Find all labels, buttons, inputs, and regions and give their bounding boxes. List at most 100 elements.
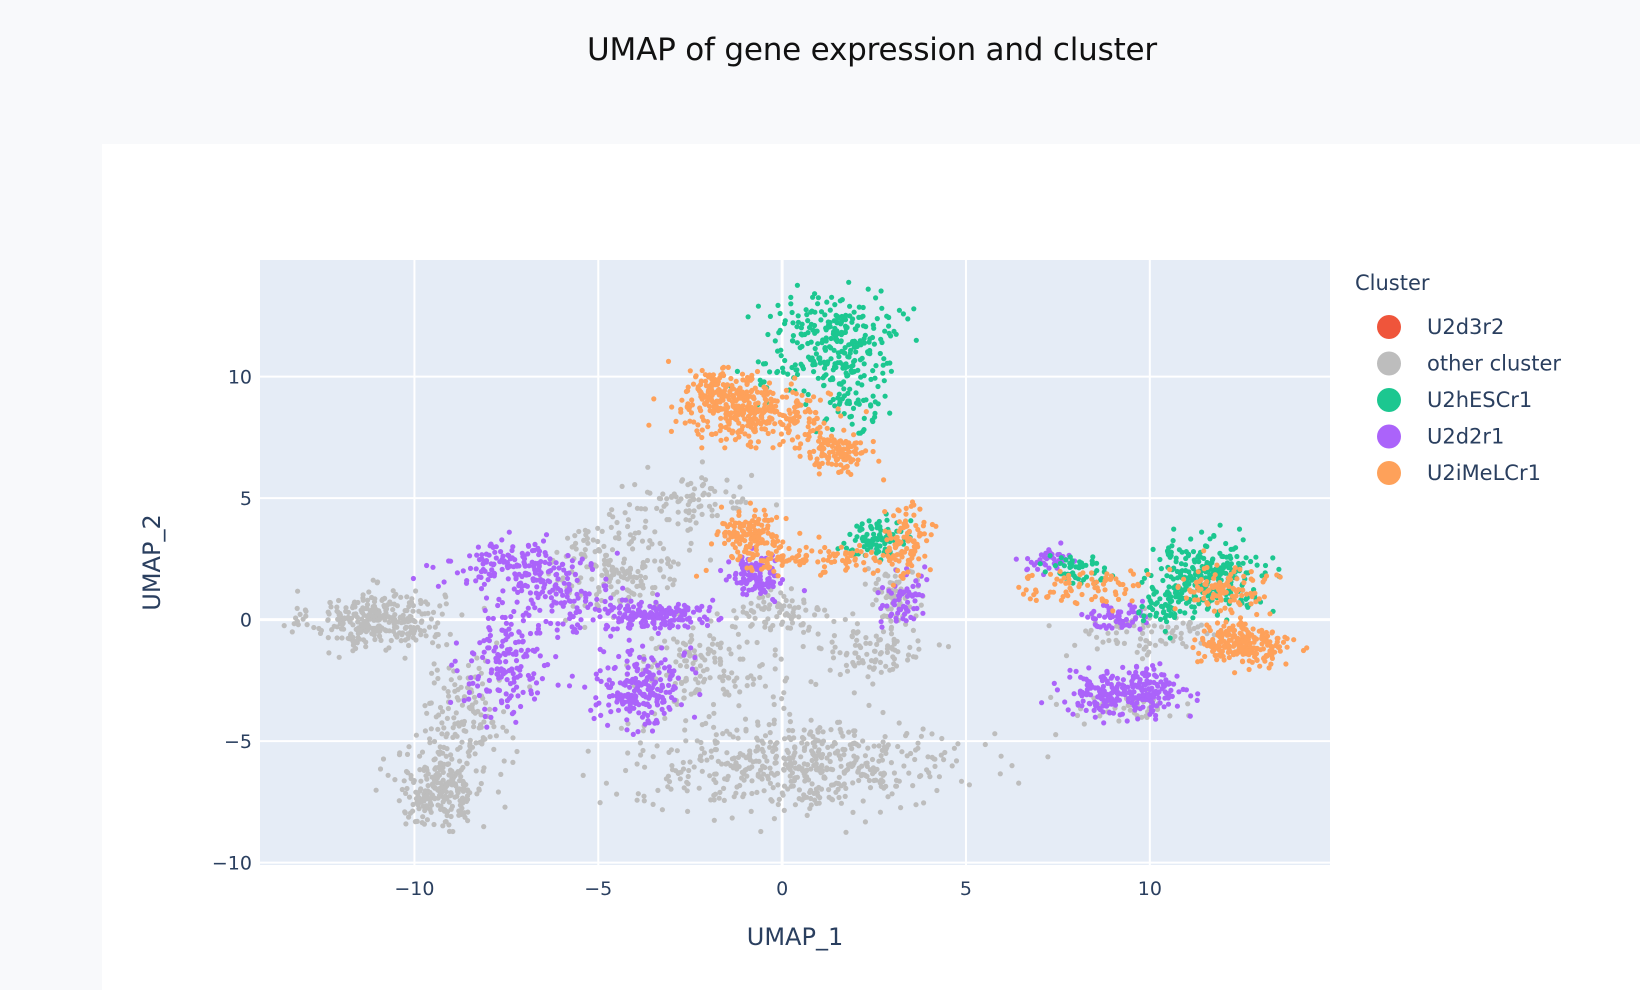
data-point <box>595 538 601 545</box>
data-point <box>841 386 847 392</box>
data-point <box>479 552 485 558</box>
data-point <box>881 785 887 791</box>
data-point <box>879 614 886 620</box>
data-point <box>713 732 719 738</box>
data-point <box>757 562 763 568</box>
data-point <box>761 564 767 570</box>
data-point <box>715 408 721 414</box>
data-point <box>528 597 534 603</box>
data-point <box>1190 566 1196 572</box>
data-point <box>678 496 684 502</box>
data-point <box>584 535 590 542</box>
data-point <box>855 457 861 463</box>
data-point <box>673 659 679 665</box>
data-point <box>770 748 776 755</box>
data-point <box>1100 639 1106 645</box>
data-point <box>698 381 704 388</box>
data-point <box>825 437 831 443</box>
data-point <box>615 707 622 713</box>
data-point <box>884 537 890 543</box>
data-point <box>708 647 714 654</box>
data-point <box>682 658 688 664</box>
data-point <box>894 579 900 585</box>
data-point <box>786 545 792 552</box>
data-point <box>689 397 695 403</box>
data-point <box>381 612 387 618</box>
data-point <box>877 659 884 666</box>
data-point <box>1243 555 1249 561</box>
data-point <box>851 753 857 759</box>
data-point <box>1100 673 1106 680</box>
data-point <box>661 503 667 509</box>
data-point <box>748 600 754 606</box>
data-point <box>609 507 615 513</box>
data-point <box>620 585 626 591</box>
data-point <box>596 607 602 613</box>
data-point <box>874 316 880 322</box>
data-point <box>1047 553 1053 559</box>
data-point <box>594 601 600 607</box>
data-point <box>638 599 645 605</box>
data-point <box>1081 721 1087 727</box>
data-point <box>1167 635 1173 641</box>
data-point <box>720 678 726 684</box>
data-point <box>1092 699 1098 705</box>
data-point <box>816 747 822 753</box>
data-point <box>668 694 675 701</box>
data-point <box>642 524 648 530</box>
data-point <box>650 672 656 678</box>
data-point <box>475 544 481 550</box>
data-point <box>859 763 865 769</box>
data-point <box>532 541 538 547</box>
data-point <box>1079 703 1085 709</box>
data-point <box>817 355 823 361</box>
data-point <box>327 600 333 606</box>
data-point <box>771 816 778 822</box>
data-point <box>827 667 833 673</box>
data-point <box>576 528 582 535</box>
data-point <box>953 758 960 764</box>
data-point <box>526 543 532 549</box>
data-point <box>1165 552 1171 558</box>
data-point <box>850 338 856 345</box>
data-point <box>815 375 821 381</box>
data-point <box>841 770 848 776</box>
data-point <box>452 658 458 664</box>
data-point <box>887 360 893 366</box>
data-point <box>808 766 814 772</box>
data-point <box>1046 565 1052 571</box>
data-point <box>435 726 441 732</box>
data-point <box>478 712 484 718</box>
data-point <box>793 413 799 419</box>
data-point <box>434 667 440 673</box>
data-point <box>884 603 890 609</box>
data-point <box>455 746 461 752</box>
data-point <box>1079 611 1085 618</box>
data-point <box>1083 676 1089 682</box>
data-point <box>1147 612 1153 618</box>
data-point <box>852 557 858 563</box>
data-point <box>754 389 761 395</box>
data-point <box>481 649 487 655</box>
data-point <box>513 575 519 581</box>
data-point <box>427 736 433 742</box>
data-point <box>505 576 511 582</box>
data-point <box>326 650 332 656</box>
data-point <box>569 558 575 564</box>
data-point <box>570 629 576 635</box>
data-point <box>424 710 430 716</box>
data-point <box>647 490 653 496</box>
data-point <box>390 607 396 613</box>
data-point <box>402 637 408 643</box>
data-point <box>1221 562 1227 568</box>
data-point <box>664 672 670 678</box>
data-point <box>1153 613 1159 619</box>
data-point <box>992 731 998 737</box>
data-point <box>300 616 306 622</box>
data-point <box>675 675 681 681</box>
data-point <box>1189 604 1195 610</box>
data-point <box>662 638 668 644</box>
data-point <box>699 722 705 728</box>
data-point <box>602 606 608 612</box>
data-point <box>851 732 858 739</box>
